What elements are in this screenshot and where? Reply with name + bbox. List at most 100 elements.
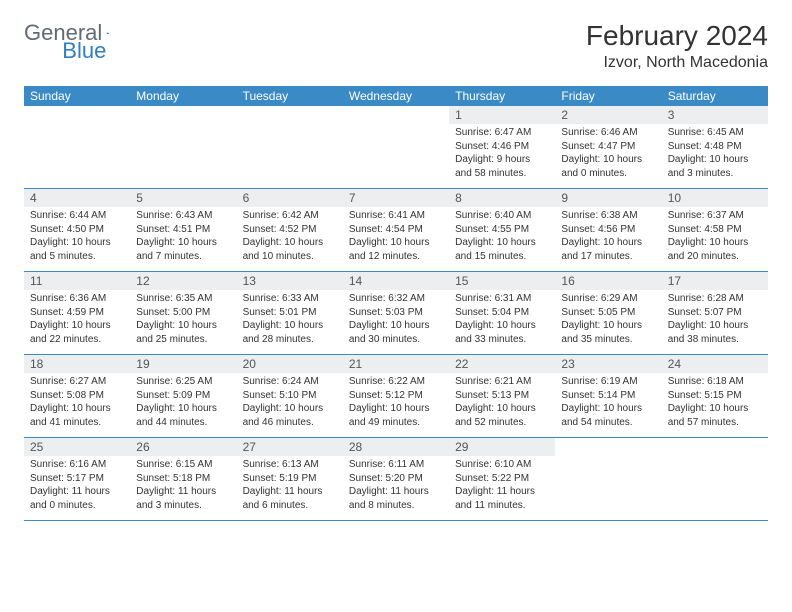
- daynum-row: 11121314151617: [24, 272, 768, 291]
- day-number: 9: [555, 189, 661, 208]
- day-number: [662, 438, 768, 457]
- day-detail: [662, 456, 768, 520]
- day-detail: [555, 456, 661, 520]
- sunrise-text: Sunrise: 6:37 AM: [668, 209, 762, 223]
- dow-tuesday: Tuesday: [237, 86, 343, 106]
- day-detail: Sunrise: 6:16 AMSunset: 5:17 PMDaylight:…: [24, 456, 130, 520]
- sunset-text: Sunset: 4:52 PM: [243, 223, 337, 237]
- day-number: 24: [662, 355, 768, 374]
- day-detail: Sunrise: 6:42 AMSunset: 4:52 PMDaylight:…: [237, 207, 343, 271]
- sunrise-text: Sunrise: 6:21 AM: [455, 375, 549, 389]
- sunrise-text: Sunrise: 6:27 AM: [30, 375, 124, 389]
- day-detail: Sunrise: 6:37 AMSunset: 4:58 PMDaylight:…: [662, 207, 768, 271]
- day-number: 18: [24, 355, 130, 374]
- sunrise-text: Sunrise: 6:33 AM: [243, 292, 337, 306]
- sunrise-text: Sunrise: 6:40 AM: [455, 209, 549, 223]
- daynum-row: 45678910: [24, 189, 768, 208]
- sunset-text: Sunset: 4:59 PM: [30, 306, 124, 320]
- day-detail: Sunrise: 6:38 AMSunset: 4:56 PMDaylight:…: [555, 207, 661, 271]
- detail-row: Sunrise: 6:47 AMSunset: 4:46 PMDaylight:…: [24, 124, 768, 188]
- sunset-text: Sunset: 5:17 PM: [30, 472, 124, 486]
- daylight-text: Daylight: 10 hours and 7 minutes.: [136, 236, 230, 263]
- sunrise-text: Sunrise: 6:41 AM: [349, 209, 443, 223]
- sunset-text: Sunset: 4:48 PM: [668, 140, 762, 154]
- day-number: 3: [662, 106, 768, 124]
- day-number: 8: [449, 189, 555, 208]
- daylight-text: Daylight: 9 hours and 58 minutes.: [455, 153, 549, 180]
- daylight-text: Daylight: 10 hours and 28 minutes.: [243, 319, 337, 346]
- day-number: [555, 438, 661, 457]
- detail-row: Sunrise: 6:36 AMSunset: 4:59 PMDaylight:…: [24, 290, 768, 354]
- daylight-text: Daylight: 10 hours and 35 minutes.: [561, 319, 655, 346]
- sunrise-text: Sunrise: 6:32 AM: [349, 292, 443, 306]
- day-number: 17: [662, 272, 768, 291]
- dow-thursday: Thursday: [449, 86, 555, 106]
- day-detail: Sunrise: 6:45 AMSunset: 4:48 PMDaylight:…: [662, 124, 768, 188]
- day-detail: [343, 124, 449, 188]
- dow-sunday: Sunday: [24, 86, 130, 106]
- day-detail: Sunrise: 6:10 AMSunset: 5:22 PMDaylight:…: [449, 456, 555, 520]
- dow-friday: Friday: [555, 86, 661, 106]
- sunset-text: Sunset: 5:05 PM: [561, 306, 655, 320]
- day-detail: Sunrise: 6:21 AMSunset: 5:13 PMDaylight:…: [449, 373, 555, 437]
- header: General Blue February 2024 Izvor, North …: [24, 20, 768, 72]
- detail-row: Sunrise: 6:16 AMSunset: 5:17 PMDaylight:…: [24, 456, 768, 520]
- sunset-text: Sunset: 4:46 PM: [455, 140, 549, 154]
- day-number: 15: [449, 272, 555, 291]
- day-number: 29: [449, 438, 555, 457]
- sunrise-text: Sunrise: 6:11 AM: [349, 458, 443, 472]
- day-detail: Sunrise: 6:27 AMSunset: 5:08 PMDaylight:…: [24, 373, 130, 437]
- week-separator: [24, 520, 768, 521]
- sunset-text: Sunset: 4:47 PM: [561, 140, 655, 154]
- day-detail: Sunrise: 6:19 AMSunset: 5:14 PMDaylight:…: [555, 373, 661, 437]
- daylight-text: Daylight: 10 hours and 15 minutes.: [455, 236, 549, 263]
- sunset-text: Sunset: 5:01 PM: [243, 306, 337, 320]
- dow-row: Sunday Monday Tuesday Wednesday Thursday…: [24, 86, 768, 106]
- day-number: 11: [24, 272, 130, 291]
- sunset-text: Sunset: 4:55 PM: [455, 223, 549, 237]
- daylight-text: Daylight: 11 hours and 6 minutes.: [243, 485, 337, 512]
- day-number: 27: [237, 438, 343, 457]
- sunset-text: Sunset: 5:03 PM: [349, 306, 443, 320]
- day-detail: Sunrise: 6:29 AMSunset: 5:05 PMDaylight:…: [555, 290, 661, 354]
- day-detail: Sunrise: 6:44 AMSunset: 4:50 PMDaylight:…: [24, 207, 130, 271]
- sunset-text: Sunset: 5:15 PM: [668, 389, 762, 403]
- sunset-text: Sunset: 5:19 PM: [243, 472, 337, 486]
- location-label: Izvor, North Macedonia: [586, 54, 768, 72]
- daynum-row: 123: [24, 106, 768, 124]
- detail-row: Sunrise: 6:27 AMSunset: 5:08 PMDaylight:…: [24, 373, 768, 437]
- sunset-text: Sunset: 5:14 PM: [561, 389, 655, 403]
- dow-saturday: Saturday: [662, 86, 768, 106]
- day-detail: [130, 124, 236, 188]
- daynum-row: 2526272829: [24, 438, 768, 457]
- day-number: 14: [343, 272, 449, 291]
- day-number: [130, 106, 236, 124]
- day-number: 2: [555, 106, 661, 124]
- daylight-text: Daylight: 10 hours and 46 minutes.: [243, 402, 337, 429]
- daylight-text: Daylight: 10 hours and 38 minutes.: [668, 319, 762, 346]
- daylight-text: Daylight: 11 hours and 3 minutes.: [136, 485, 230, 512]
- daylight-text: Daylight: 10 hours and 52 minutes.: [455, 402, 549, 429]
- daylight-text: Daylight: 10 hours and 41 minutes.: [30, 402, 124, 429]
- page-title: February 2024: [586, 20, 768, 52]
- sunrise-text: Sunrise: 6:46 AM: [561, 126, 655, 140]
- sunset-text: Sunset: 5:08 PM: [30, 389, 124, 403]
- daylight-text: Daylight: 10 hours and 10 minutes.: [243, 236, 337, 263]
- sunset-text: Sunset: 4:51 PM: [136, 223, 230, 237]
- day-detail: Sunrise: 6:13 AMSunset: 5:19 PMDaylight:…: [237, 456, 343, 520]
- daylight-text: Daylight: 10 hours and 12 minutes.: [349, 236, 443, 263]
- day-detail: Sunrise: 6:36 AMSunset: 4:59 PMDaylight:…: [24, 290, 130, 354]
- daylight-text: Daylight: 10 hours and 20 minutes.: [668, 236, 762, 263]
- sunrise-text: Sunrise: 6:10 AM: [455, 458, 549, 472]
- daylight-text: Daylight: 10 hours and 22 minutes.: [30, 319, 124, 346]
- sunrise-text: Sunrise: 6:31 AM: [455, 292, 549, 306]
- day-number: 13: [237, 272, 343, 291]
- day-number: 20: [237, 355, 343, 374]
- sunrise-text: Sunrise: 6:35 AM: [136, 292, 230, 306]
- sunrise-text: Sunrise: 6:24 AM: [243, 375, 337, 389]
- daylight-text: Daylight: 11 hours and 8 minutes.: [349, 485, 443, 512]
- sunrise-text: Sunrise: 6:19 AM: [561, 375, 655, 389]
- daylight-text: Daylight: 11 hours and 0 minutes.: [30, 485, 124, 512]
- sunset-text: Sunset: 5:20 PM: [349, 472, 443, 486]
- day-detail: Sunrise: 6:40 AMSunset: 4:55 PMDaylight:…: [449, 207, 555, 271]
